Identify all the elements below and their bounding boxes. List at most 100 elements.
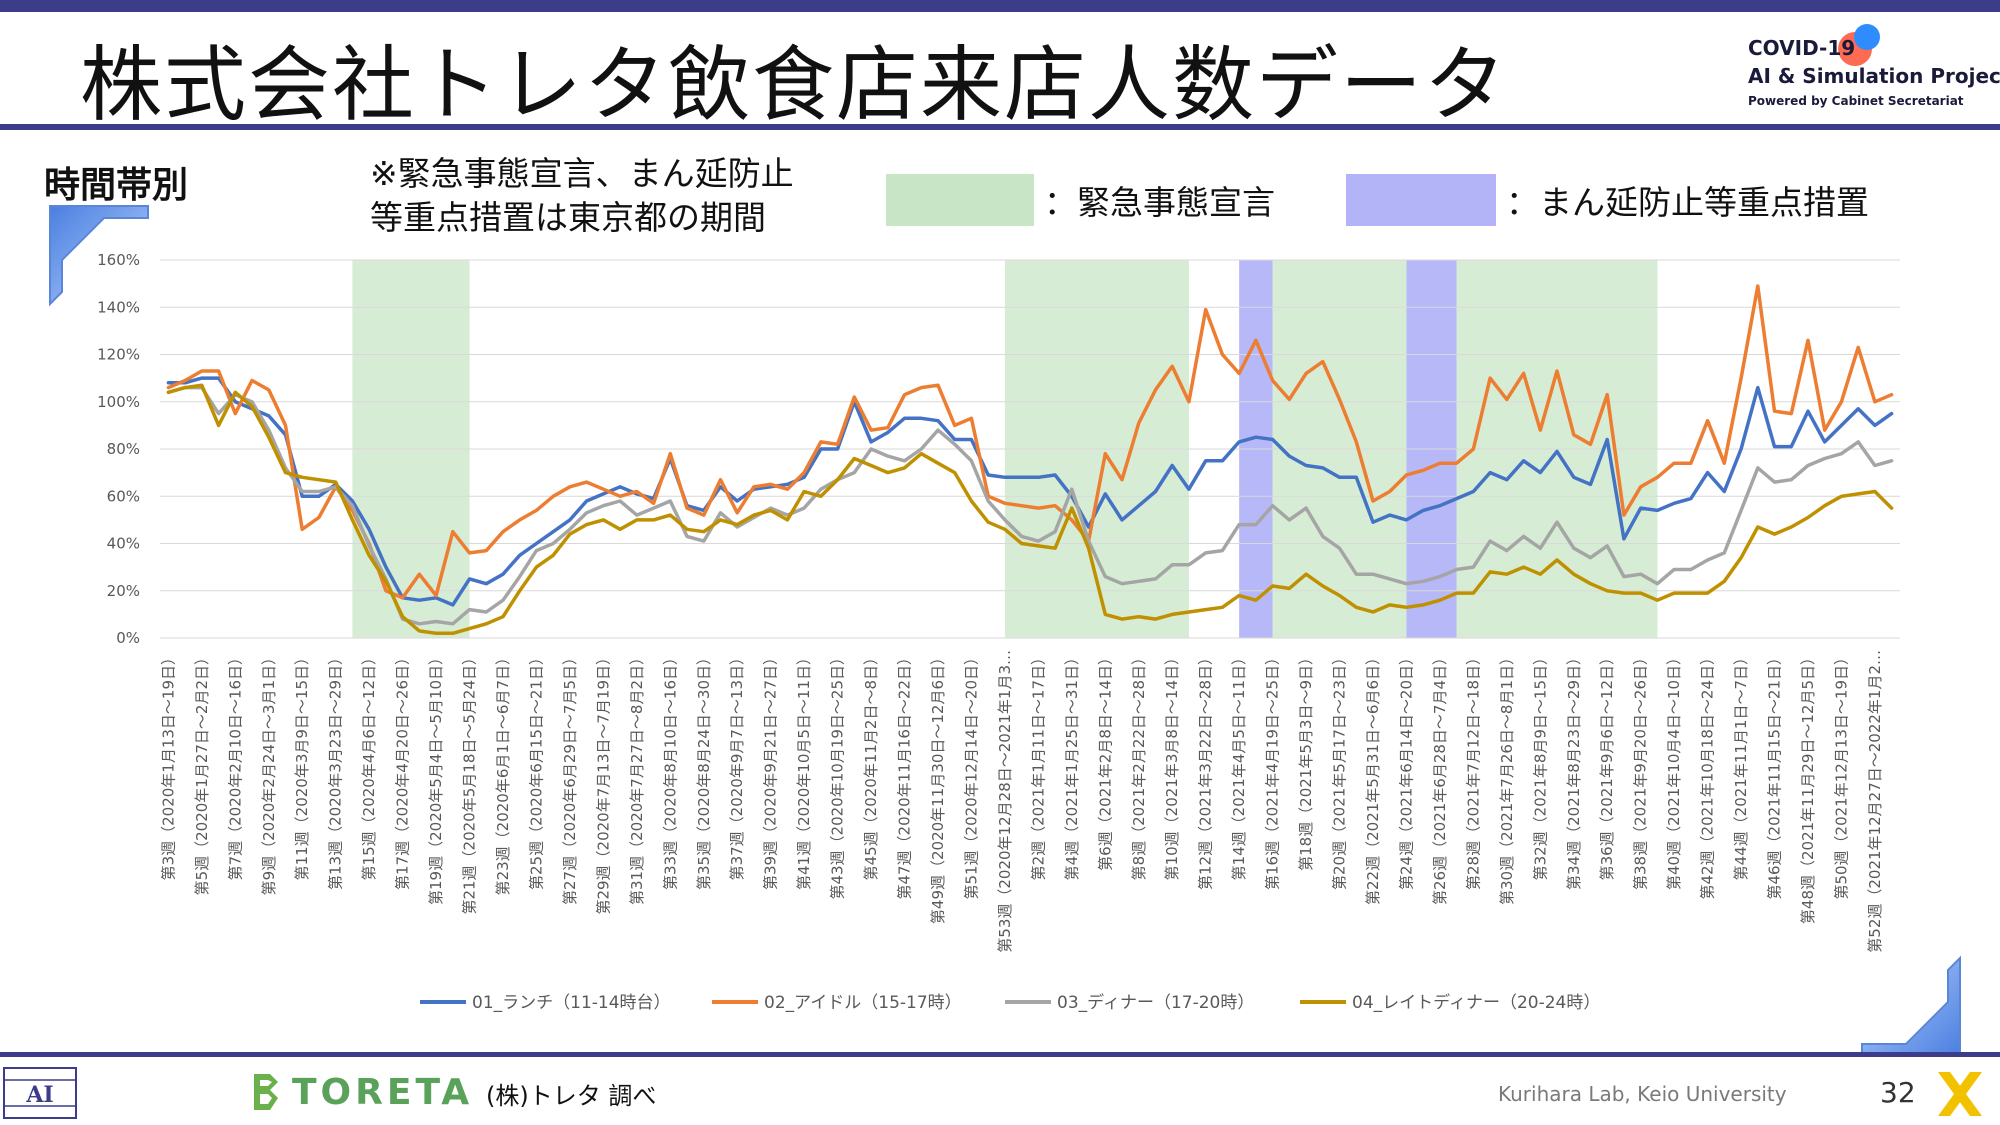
y-tick-label: 0% (116, 629, 140, 647)
x-tick-label: 第33週（2020年8月10日～16日） (661, 650, 679, 890)
x-tick-label: 第50週（2021年12月13日～19日） (1832, 650, 1850, 900)
x-tick-label: 第39週（2020年9月21日～27日） (762, 650, 780, 890)
x-tick-label: 第37週（2020年9月7日～13日） (728, 650, 746, 880)
svg-text:AI: AI (25, 1082, 53, 1108)
series-line-2 (166, 284, 1894, 600)
legend-label-2: 02_アイドル（15-17時） (764, 993, 962, 1013)
x-tick-label: 第18週（2021年5月3日～9日） (1297, 650, 1315, 871)
x-tick-label: 第45週（2020年11月2日～8日） (862, 650, 880, 880)
note-text: ※緊急事態宣言、まん延防止 等重点措置は東京都の期間 (370, 152, 794, 240)
legend-label-4: 04_レイトディナー（20-24時） (1352, 992, 1600, 1013)
line-chart: 0% 20% 40% 60% 80% 100% 120% 140% 160% 第3週（2020年… (97, 251, 1900, 1013)
corner-bracket-top-left (49, 205, 149, 307)
x-tick-label: 第31週（2020年7月27日～8月2日） (628, 650, 646, 905)
x-tick-label: 第6週（2021年2月8日～14日） (1096, 650, 1114, 871)
priority-legend-swatch (1346, 174, 1496, 226)
x-tick-label: 第28週（2021年7月12日～18日） (1464, 650, 1482, 890)
y-tick-label: 120% (97, 346, 140, 364)
y-tick-label: 140% (97, 298, 140, 316)
x-tick-label: 第42週（2021年10月18日～24日） (1699, 650, 1717, 900)
x-tick-label: 第26週（2021年6月28日～7月4日） (1431, 650, 1449, 905)
x-tick-label: 第48週（2021年11月29日～12月5日） (1799, 650, 1817, 924)
page-title: 株式会社トレタ飲食店来店人数データ (80, 38, 1509, 133)
note-line-1: ※緊急事態宣言、まん延防止 (370, 154, 794, 193)
series-line-1 (166, 376, 1894, 607)
x-tick-label: 第5週（2020年1月27日～2月2日） (193, 650, 211, 895)
logo-blue-dot (1854, 24, 1880, 50)
series-lines (166, 284, 1894, 636)
x-tick-label: 第7週（2020年2月10日～16日） (226, 650, 244, 880)
x-tick-label: 第3週（2020年1月13日～19日） (159, 650, 177, 880)
legend-label-3: 03_ディナー（17-20時） (1057, 992, 1254, 1013)
series-legend: 01_ランチ（11-14時台） 02_アイドル（15-17時） 03_ディナー（17… (420, 992, 1600, 1013)
x-tick-label: 第35週（2020年8月24日～30日） (695, 650, 713, 890)
y-axis-labels: 0% 20% 40% 60% 80% 100% 120% 140% 160% (97, 251, 140, 647)
y-tick-label: 80% (107, 440, 140, 458)
logo-line-2: AI & Simulation Project (1748, 64, 2000, 88)
x-tick-label: 第25週（2020年6月15日～21日） (527, 650, 545, 890)
series-line-4 (166, 383, 1894, 636)
lab-credit: Kurihara Lab, Keio University (1498, 1082, 1787, 1106)
x-tick-label: 第32週（2021年8月9日～15日） (1531, 650, 1549, 880)
x-tick-label: 第38週（2021年9月20日～26日） (1632, 650, 1650, 890)
emergency-legend-label: ：緊急事態宣言 (1044, 183, 1275, 222)
x-tick-label: 第2週（2021年1月11日～17日） (1029, 650, 1047, 880)
x-tick-label: 第34週（2021年8月23日～29日） (1565, 650, 1583, 890)
x-tick-label: 第24週（2021年6月14日～20日） (1397, 650, 1415, 890)
x-axis-labels: 第3週（2020年1月13日～19日） 第5週（2020年1月27日～2月2日） 第… (159, 650, 1884, 953)
corner-bracket-bottom-right (1861, 955, 1961, 1057)
x-tick-label: 第44週（2021年11月1日～7日） (1732, 650, 1750, 880)
y-tick-label: 160% (97, 251, 140, 269)
title-divider (0, 124, 2000, 130)
x-tick-label: 第21週（2020年5月18日～5月24日） (461, 650, 479, 915)
x-mark-logo (1938, 1072, 1982, 1116)
top-accent-bar (0, 0, 2000, 12)
y-tick-label: 40% (107, 535, 140, 553)
x-tick-label: 第52週（2021年12月27日～2022年1月2… (1866, 650, 1884, 953)
series-line-3 (166, 385, 1894, 626)
x-tick-label: 第10週（2021年3月8日～14日） (1163, 650, 1181, 880)
source-note: (株)トレタ 調べ (486, 1082, 657, 1110)
x-tick-label: 第16週（2021年4月19日～25日） (1264, 650, 1282, 890)
logo-line-3: Powered by Cabinet Secretariat (1748, 94, 1964, 108)
legend-label-1: 01_ランチ（11-14時台） (472, 993, 671, 1013)
x-tick-label: 第41週（2020年10月5日～11日） (795, 650, 813, 890)
x-tick-label: 第12週（2021年3月22日～28日） (1197, 650, 1215, 890)
page-number: 32 (1880, 1076, 1916, 1109)
footer-divider (0, 1052, 2000, 1057)
logo-line-1: COVID-19 (1748, 36, 1856, 60)
x-tick-label: 第19週（2020年5月4日～5月10日） (427, 650, 445, 905)
x-tick-label: 第47週（2020年11月16日～22日） (896, 650, 914, 900)
x-tick-label: 第14週（2021年4月5日～11日） (1230, 650, 1248, 880)
x-tick-label: 第51週（2020年12月14日～20日） (962, 650, 980, 900)
x-tick-label: 第4週（2021年1月25日～31日） (1063, 650, 1081, 880)
y-tick-label: 20% (107, 582, 140, 600)
y-tick-label: 60% (107, 487, 140, 505)
x-tick-label: 第23週（2020年6月1日～6月7日） (494, 650, 512, 895)
x-tick-label: 第9週（2020年2月24日～3月1日） (260, 650, 278, 895)
x-tick-label: 第29週（2020年7月13日～7月19日） (594, 650, 612, 915)
toreta-wordmark: TORETA (292, 1072, 474, 1113)
x-tick-label: 第17週（2020年4月20日～26日） (394, 650, 412, 890)
note-line-2: 等重点措置は東京都の期間 (370, 198, 766, 237)
section-label: 時間帯別 (44, 165, 189, 206)
x-tick-label: 第43週（2020年10月19日～25日） (829, 650, 847, 900)
toreta-logo: TORETA (248, 1070, 469, 1118)
priority-legend-label: ：まん延防止等重点措置 (1506, 183, 1869, 222)
x-tick-label: 第40週（2021年10月4日～10日） (1665, 650, 1683, 890)
x-tick-label: 第36週（2021年9月6日～12日） (1598, 650, 1616, 880)
x-tick-label: 第49週（2020年11月30日～12月6日） (929, 650, 947, 924)
x-tick-label: 第13週（2020年3月23日～29日） (327, 650, 345, 890)
x-tick-label: 第8週（2021年2月22日～28日） (1130, 650, 1148, 880)
x-tick-label: 第20週（2021年5月17日～23日） (1331, 650, 1349, 890)
toreta-mark-icon (254, 1074, 278, 1110)
x-tick-label: 第53週（2020年12月28日～2021年1月3… (996, 650, 1014, 953)
x-tick-label: 第11週（2020年3月9日～15日） (293, 650, 311, 880)
x-tick-label: 第27週（2020年6月29日～7月5日） (561, 650, 579, 905)
y-tick-label: 100% (97, 393, 140, 411)
x-tick-label: 第30週（2021年7月26日～8月1日） (1498, 650, 1516, 905)
x-tick-label: 第22週（2021年5月31日～6月6日） (1364, 650, 1382, 905)
covid-project-logo: COVID-19 AI & Simulation Project Powered… (1748, 24, 2000, 114)
emergency-legend-swatch (886, 174, 1034, 226)
lab-logo: AI (3, 1067, 77, 1119)
